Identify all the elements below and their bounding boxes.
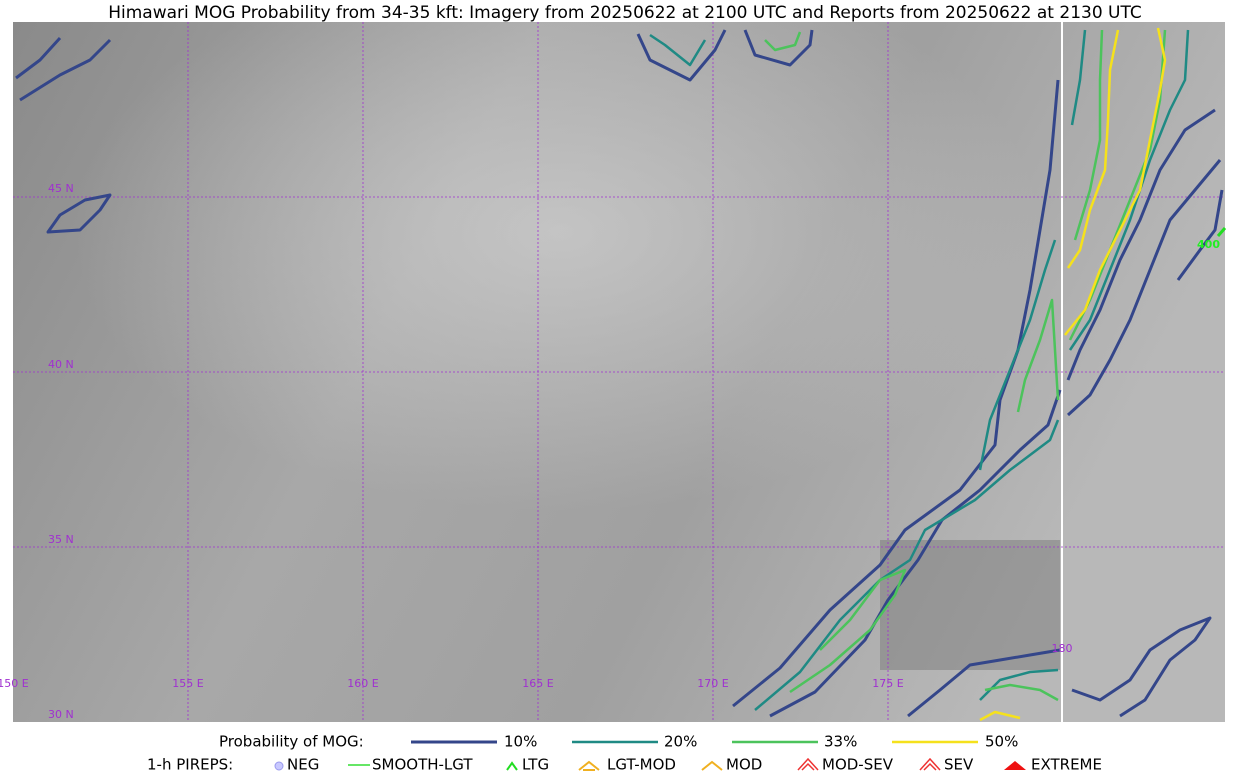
legend: Probability of MOG: 10% 20% 33% 50% 1-h … [147,733,1102,774]
graticule [13,22,1225,722]
legend-label: EXTREME [1031,756,1102,774]
contours [15,27,1224,722]
contour-50 [979,710,1021,722]
contour-20 [1070,29,1087,126]
legend-icon [701,760,723,771]
legend-icon [578,760,600,771]
contour-33 [1073,29,1104,241]
contour-10 [46,193,112,234]
contour-10 [769,389,1062,718]
legend-label: MOD [726,756,762,774]
lon-label: 165 E [522,677,553,690]
legend-icon [274,761,284,771]
lat-label: 35 N [48,533,74,546]
contour-33 [984,683,1059,702]
lon-label: 175 E [872,677,903,690]
lat-label: 30 N [48,708,74,721]
legend-label: LGT-MOD [607,756,676,774]
dark-region [880,540,1060,670]
lon-label: 180 [1052,642,1073,655]
contour-50 [1064,27,1167,336]
legend-label: MOD-SEV [822,756,894,774]
legend-label: 50% [985,733,1018,751]
contour-10 [1066,159,1222,417]
legend-label: 33% [824,733,857,751]
lon-label: 155 E [172,677,203,690]
contour-10 [743,29,814,67]
legend-label: LTG [522,756,549,774]
contour-20 [978,239,1057,471]
contour-10 [1071,616,1212,718]
title: Himawari MOG Probability from 34-35 kft:… [108,3,1142,23]
lon-label: 170 E [697,677,728,690]
lon-label: 160 E [347,677,378,690]
contour-33 [789,568,907,694]
legend-icon [1004,761,1026,770]
pirep-altitude: 400 [1197,238,1220,251]
legend-label: SEV [944,756,974,774]
contour-10 [732,79,1060,708]
legend-title: Probability of MOG: [219,733,364,751]
legend-label: 10% [504,733,537,751]
contour-10 [15,36,62,80]
legend-label: 20% [664,733,697,751]
legend-icon [506,761,518,771]
contour-20 [754,419,1060,711]
contour-10 [636,29,727,82]
pirep-icon [1216,227,1227,237]
contour-10 [1066,108,1216,381]
legend-label: SMOOTH-LGT [372,756,473,774]
contour-33 [764,31,802,52]
contour-10 [19,38,112,102]
map: 45 N 40 N 35 N 30 N 150 E 155 E 160 E 16… [0,22,1227,722]
contour-10 [907,648,1061,718]
contour-10 [1176,189,1224,281]
legend-icon [919,757,941,771]
lat-label: 40 N [48,358,74,371]
contour-50 [1066,29,1120,269]
lat-label: 45 N [48,182,74,195]
contour-20 [649,33,707,67]
legend-title: 1-h PIREPS: [147,756,233,774]
contour-33 [1016,298,1060,413]
legend-icon [797,757,819,771]
lon-label: 150 E [0,677,29,690]
legend-label: NEG [287,756,319,774]
